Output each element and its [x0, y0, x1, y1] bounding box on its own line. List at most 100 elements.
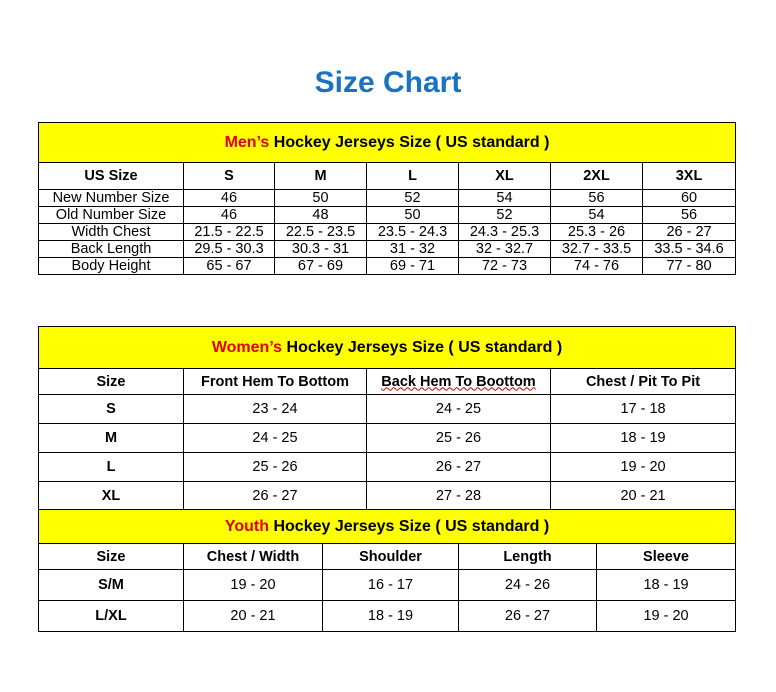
table-row: Body Height 65 - 67 67 - 69 69 - 71 72 - 73 7… — [38, 257, 737, 275]
row-label: XL — [38, 481, 184, 511]
table-cell: 19 - 20 — [183, 569, 323, 601]
table-cell: 24 - 25 — [183, 423, 367, 453]
table-cell: 20 - 21 — [183, 600, 323, 632]
mens-heading-text: Hockey Jerseys Size ( US standard ) — [269, 133, 550, 151]
table-cell: 26 - 27 — [641, 223, 737, 241]
youth-header-row: Size Chest / Width Shoulder Length Sleeve — [38, 543, 737, 570]
table-row: XL 26 - 27 27 - 28 20 - 21 — [38, 481, 737, 511]
table-cell: 19 - 20 — [595, 600, 737, 632]
table-cell: 60 — [641, 189, 737, 207]
table-cell: 23.5 - 24.3 — [366, 223, 459, 241]
table-cell: 24 - 26 — [458, 569, 597, 601]
table-cell: 27 - 28 — [366, 481, 551, 511]
table-cell: 32.7 - 33.5 — [550, 240, 643, 258]
table-cell: 54 — [550, 206, 643, 224]
table-cell: 48 — [274, 206, 367, 224]
column-header: Length — [458, 543, 597, 570]
youth-heading-text: Hockey Jerseys Size ( US standard ) — [269, 517, 550, 535]
table-cell: 17 - 18 — [549, 394, 737, 424]
column-header: Back Hem To Boottom — [366, 368, 551, 395]
table-row: Back Length 29.5 - 30.3 30.3 - 31 31 - 32 32… — [38, 240, 737, 258]
table-cell: 22.5 - 23.5 — [274, 223, 367, 241]
table-cell: 74 - 76 — [550, 257, 643, 275]
column-header: Chest / Width — [183, 543, 323, 570]
youth-size-table: Youth Hockey Jerseys Size ( US standard … — [37, 509, 737, 632]
table-cell: 77 - 80 — [641, 257, 737, 275]
row-label: S — [38, 394, 184, 424]
column-header: 2XL — [550, 162, 643, 190]
youth-section-heading: Youth Hockey Jerseys Size ( US standard … — [37, 509, 737, 544]
mens-header-row: US Size S M L XL 2XL 3XL — [38, 162, 737, 190]
table-cell: 20 - 21 — [549, 481, 737, 511]
table-cell: 56 — [641, 206, 737, 224]
mens-section-heading: Men’s Hockey Jerseys Size ( US standard … — [37, 122, 737, 163]
table-cell: 25.3 - 26 — [550, 223, 643, 241]
table-cell: 31 - 32 — [366, 240, 459, 258]
table-cell: 24.3 - 25.3 — [458, 223, 551, 241]
page-title: Size Chart — [314, 66, 462, 99]
table-cell: 46 — [183, 206, 275, 224]
womens-heading-highlight: Women’s — [211, 338, 283, 356]
table-cell: 18 - 19 — [322, 600, 459, 632]
table-cell: 29.5 - 30.3 — [183, 240, 275, 258]
table-row: Width Chest 21.5 - 22.5 22.5 - 23.5 23.5 - … — [38, 223, 737, 241]
row-label: M — [38, 423, 184, 453]
column-header: L — [366, 162, 459, 190]
column-header: Size — [38, 543, 184, 570]
column-header: Chest / Pit To Pit — [549, 368, 737, 395]
table-cell: 52 — [366, 189, 459, 207]
row-label: L — [38, 452, 184, 482]
womens-header-row: Size Front Hem To Bottom Back Hem To Boott… — [38, 368, 737, 395]
column-header: US Size — [38, 162, 184, 190]
row-label: New Number Size — [38, 189, 184, 207]
column-header: M — [274, 162, 367, 190]
column-header: Size — [38, 368, 184, 395]
womens-section-heading: Women’s Hockey Jerseys Size ( US standar… — [37, 326, 737, 369]
womens-size-table: Women’s Hockey Jerseys Size ( US standar… — [37, 326, 737, 511]
table-cell: 50 — [274, 189, 367, 207]
table-cell: 67 - 69 — [274, 257, 367, 275]
table-cell: 25 - 26 — [183, 452, 367, 482]
table-cell: 18 - 19 — [549, 423, 737, 453]
column-header: S — [183, 162, 275, 190]
table-cell: 16 - 17 — [322, 569, 459, 601]
table-cell: 32 - 32.7 — [458, 240, 551, 258]
row-label: Back Length — [38, 240, 184, 258]
table-cell: 50 — [366, 206, 459, 224]
table-cell: 72 - 73 — [458, 257, 551, 275]
table-row: M 24 - 25 25 - 26 18 - 19 — [38, 423, 737, 453]
column-header: XL — [458, 162, 551, 190]
table-cell: 46 — [183, 189, 275, 207]
table-row: Old Number Size 46 48 50 52 54 56 — [38, 206, 737, 224]
table-cell: 21.5 - 22.5 — [183, 223, 275, 241]
table-row: New Number Size 46 50 52 54 56 60 — [38, 189, 737, 207]
table-cell: 26 - 27 — [183, 481, 367, 511]
table-row: L/XL 20 - 21 18 - 19 26 - 27 19 - 20 — [38, 600, 737, 632]
column-header: Shoulder — [322, 543, 459, 570]
table-cell: 65 - 67 — [183, 257, 275, 275]
womens-heading-text: Hockey Jerseys Size ( US standard ) — [282, 338, 563, 356]
table-cell: 25 - 26 — [366, 423, 551, 453]
column-header: Front Hem To Bottom — [183, 368, 367, 395]
table-cell: 19 - 20 — [549, 452, 737, 482]
row-label: Width Chest — [38, 223, 184, 241]
table-cell: 30.3 - 31 — [274, 240, 367, 258]
youth-heading-highlight: Youth — [224, 517, 270, 535]
table-row: S 23 - 24 24 - 25 17 - 18 — [38, 394, 737, 424]
table-cell: 26 - 27 — [458, 600, 597, 632]
table-cell: 69 - 71 — [366, 257, 459, 275]
row-label: L/XL — [38, 600, 184, 632]
table-row: L 25 - 26 26 - 27 19 - 20 — [38, 452, 737, 482]
row-label: S/M — [38, 569, 184, 601]
row-label: Body Height — [38, 257, 184, 275]
table-cell: 23 - 24 — [183, 394, 367, 424]
table-cell: 26 - 27 — [366, 452, 551, 482]
table-cell: 54 — [458, 189, 551, 207]
column-header-text: Back Hem To Boottom — [381, 373, 536, 390]
table-cell: 33.5 - 34.6 — [641, 240, 737, 258]
mens-size-table: Men’s Hockey Jerseys Size ( US standard … — [37, 122, 737, 275]
mens-heading-highlight: Men’s — [224, 133, 270, 151]
table-cell: 24 - 25 — [366, 394, 551, 424]
row-label: Old Number Size — [38, 206, 184, 224]
column-header: 3XL — [641, 162, 737, 190]
